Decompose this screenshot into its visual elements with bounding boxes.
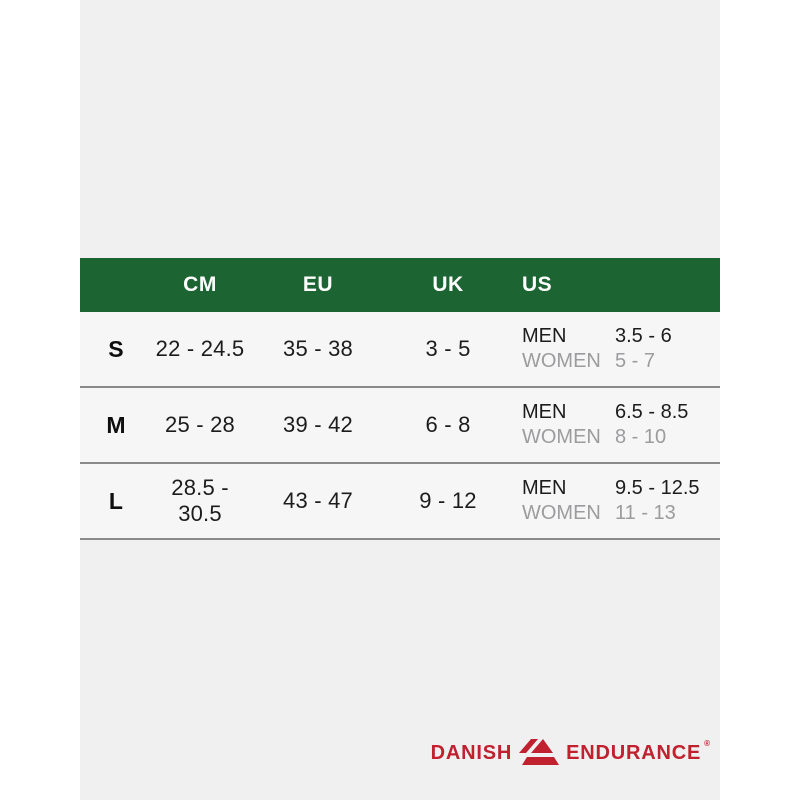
- us-women-value: 11 - 13: [615, 502, 676, 524]
- us-men-label: MEN: [522, 401, 567, 423]
- us-gender-values: 6.5 - 8.5 8 - 10: [607, 400, 720, 450]
- column-header-us: US: [522, 273, 553, 296]
- size-label: S: [108, 335, 124, 362]
- size-label: M: [106, 411, 126, 438]
- us-gender-labels: MEN WOMEN: [508, 476, 607, 526]
- logo-text-endurance: ENDURANCE: [566, 741, 702, 764]
- us-women-label: WOMEN: [522, 350, 601, 372]
- danish-endurance-logo: DANISH ENDURANCE ®: [431, 736, 710, 770]
- us-men-label: MEN: [522, 325, 567, 347]
- size-chart-table: CM EU UK US S 22 - 24.5 35 - 38 3 - 5 ME…: [80, 258, 720, 540]
- us-men-label: MEN: [522, 477, 567, 499]
- table-row-s: S 22 - 24.5 35 - 38 3 - 5 MEN WOMEN 3.5 …: [80, 312, 720, 388]
- eu-value: 39 - 42: [283, 412, 353, 437]
- eu-value: 35 - 38: [283, 336, 353, 361]
- column-header-cm: CM: [183, 273, 217, 296]
- us-men-value: 6.5 - 8.5: [615, 401, 689, 423]
- cm-value: 28.5 - 30.5: [171, 475, 229, 526]
- table-row-m: M 25 - 28 39 - 42 6 - 8 MEN WOMEN 6.5 - …: [80, 388, 720, 464]
- brand-triangle-mountain-icon: [519, 739, 560, 765]
- us-men-value: 9.5 - 12.5: [615, 477, 700, 499]
- cm-value: 22 - 24.5: [155, 336, 245, 361]
- size-label: L: [108, 487, 124, 514]
- us-women-value: 5 - 7: [615, 350, 656, 372]
- uk-value: 3 - 5: [425, 336, 471, 361]
- table-row-l: L 28.5 - 30.5 43 - 47 9 - 12 MEN WOMEN 9…: [80, 464, 720, 540]
- us-women-label: WOMEN: [522, 426, 601, 448]
- us-women-label: WOMEN: [522, 502, 601, 524]
- uk-value: 6 - 8: [425, 412, 471, 437]
- uk-value: 9 - 12: [419, 488, 477, 513]
- column-header-eu: EU: [302, 273, 334, 296]
- table-header-row: CM EU UK US: [80, 258, 720, 312]
- us-gender-values: 3.5 - 6 5 - 7: [607, 324, 720, 374]
- cm-value: 25 - 28: [165, 412, 235, 437]
- column-header-uk: UK: [432, 273, 464, 296]
- us-gender-values: 9.5 - 12.5 11 - 13: [607, 476, 720, 526]
- us-men-value: 3.5 - 6: [615, 325, 672, 347]
- logo-text-danish: DANISH: [430, 741, 513, 764]
- us-women-value: 8 - 10: [615, 426, 667, 448]
- us-gender-labels: MEN WOMEN: [508, 400, 607, 450]
- registered-trademark-icon: ®: [704, 739, 710, 748]
- us-gender-labels: MEN WOMEN: [508, 324, 607, 374]
- eu-value: 43 - 47: [283, 488, 353, 513]
